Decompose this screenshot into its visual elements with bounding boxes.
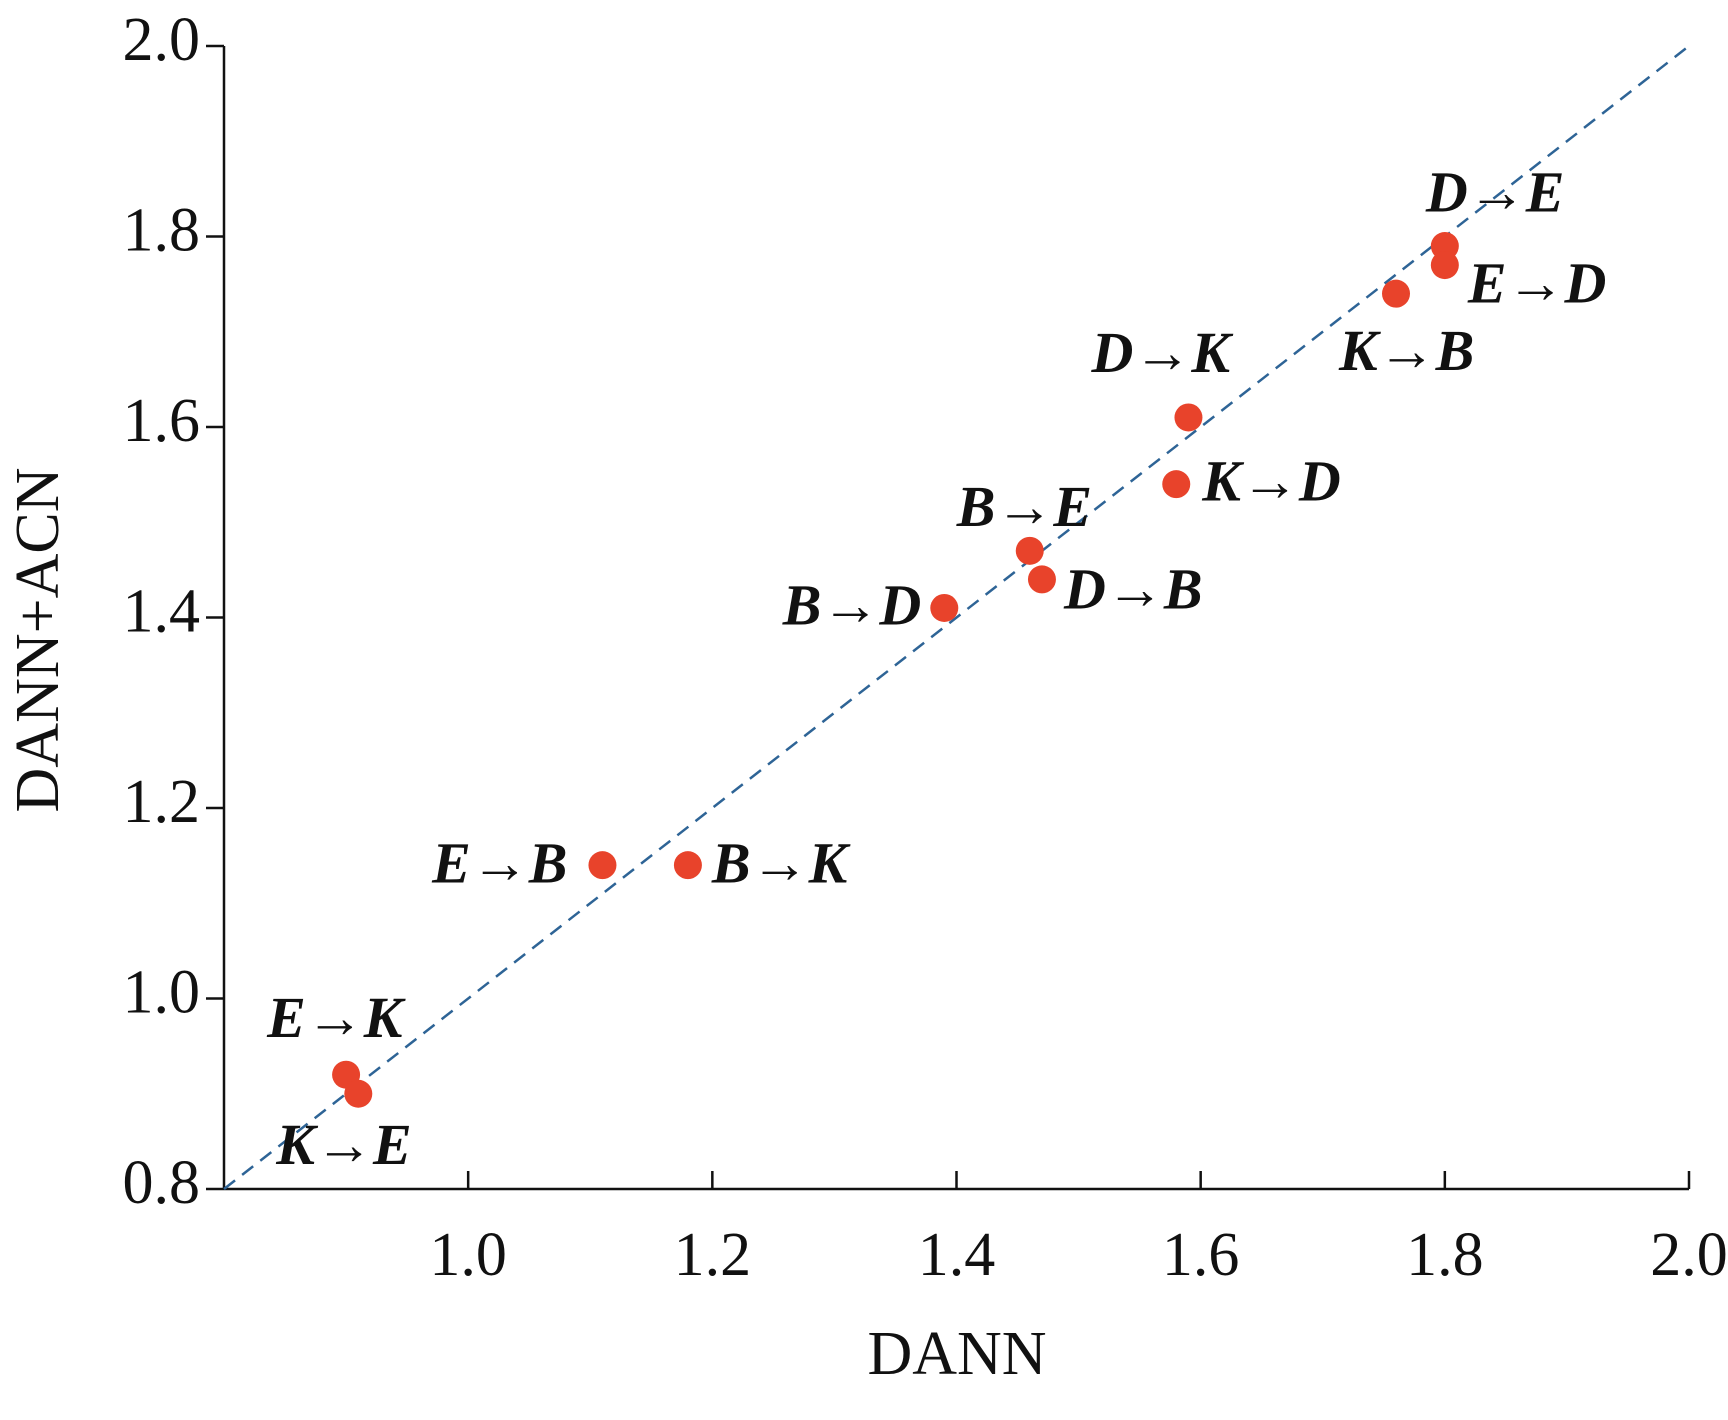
point [1430, 251, 1459, 280]
point [1382, 279, 1410, 308]
y-tick-label: 1.4 [123, 578, 201, 646]
point-label: B→K [711, 830, 851, 895]
point-label: K→B [1338, 318, 1474, 383]
point-label: B→E [956, 474, 1092, 539]
point [1015, 536, 1044, 565]
y-tick-label: 1.2 [123, 768, 201, 836]
point-label: D→B [1063, 557, 1203, 622]
point [1162, 470, 1191, 499]
x-tick-label: 1.2 [674, 1221, 752, 1289]
x-tick-label: 1.0 [429, 1221, 507, 1289]
point-label: E→B [431, 830, 567, 895]
y-tick-label: 1.0 [123, 959, 201, 1027]
point [344, 1079, 373, 1108]
point-label: E→K [266, 985, 406, 1050]
x-tick-label: 1.6 [1162, 1221, 1240, 1289]
y-axis-label: DANN+ACN [4, 468, 72, 813]
point [588, 851, 617, 880]
y-tick-label: 1.6 [123, 387, 201, 455]
x-tick-label: 1.8 [1406, 1221, 1484, 1289]
y-tick-label: 1.8 [123, 197, 201, 265]
point-label: E→D [1467, 250, 1607, 315]
point-label: D→K [1090, 320, 1233, 385]
point [1027, 565, 1056, 594]
point [930, 593, 959, 622]
point-label: B→D [782, 572, 922, 637]
point-label: K→E [275, 1112, 411, 1177]
x-axis-label: DANN [867, 1320, 1046, 1388]
y-tick-label: 2.0 [123, 6, 201, 74]
x-tick-label: 2.0 [1650, 1221, 1728, 1289]
y-tick-label: 0.8 [123, 1149, 201, 1217]
x-tick-label: 1.4 [918, 1221, 996, 1289]
point [673, 851, 702, 880]
point-label: K→D [1201, 448, 1341, 513]
point [1174, 403, 1203, 432]
point-label: D→E [1425, 159, 1565, 224]
